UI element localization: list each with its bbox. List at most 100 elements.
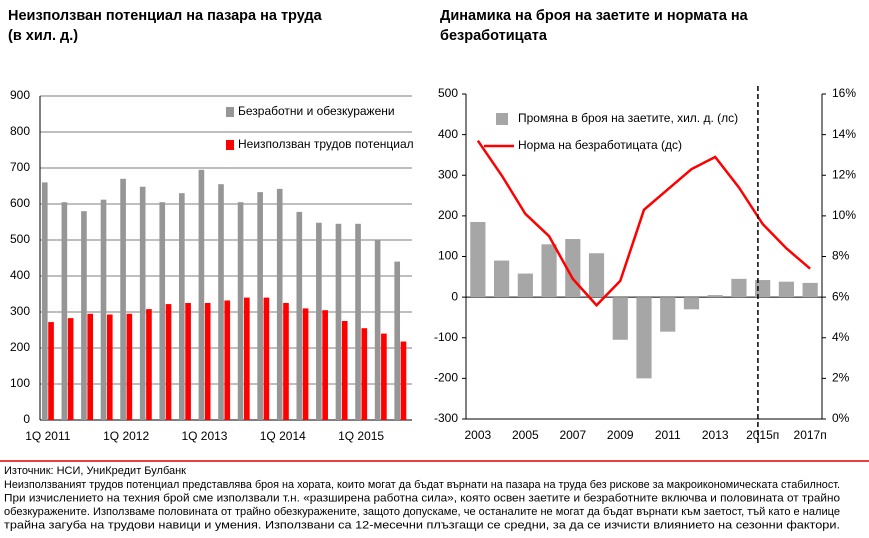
y-tick-label: -300 — [434, 411, 458, 425]
bar — [612, 297, 628, 340]
y-tick-label: 300 — [10, 304, 30, 318]
y-tick-label: 600 — [10, 196, 30, 210]
bar — [322, 310, 328, 420]
y-tick-label: 900 — [10, 88, 30, 102]
y2-tick-label: 0% — [832, 411, 850, 425]
x-tick-label: 2005 — [512, 428, 539, 442]
bar — [361, 328, 368, 420]
x-tick-label: 2015п — [746, 428, 779, 442]
y-tick-label: 0 — [451, 289, 458, 303]
y2-tick-label: 14% — [832, 127, 856, 141]
y-tick-label: -200 — [434, 371, 458, 385]
bar — [341, 321, 348, 420]
x-tick-label: 2003 — [465, 428, 492, 442]
y-tick-label: 0 — [23, 412, 30, 426]
bar — [400, 341, 407, 420]
bar — [296, 211, 303, 420]
bar — [381, 333, 387, 420]
x-tick-label: 2013 — [702, 428, 729, 442]
bar — [636, 297, 652, 379]
bar — [244, 297, 250, 420]
bar — [106, 314, 113, 420]
bar — [100, 199, 107, 420]
bar — [146, 309, 152, 420]
bar — [683, 297, 700, 310]
chart-title: Неизползван потенциал на пазара на труда — [8, 8, 323, 24]
bar — [276, 188, 283, 420]
bar — [355, 223, 361, 420]
bar — [283, 303, 289, 420]
y-tick-label: 100 — [438, 249, 458, 263]
x-tick-label: 1Q 2013 — [181, 429, 227, 443]
bar — [802, 282, 818, 298]
bar — [374, 240, 381, 420]
y2-tick-label: 16% — [832, 86, 856, 100]
legend-swatch — [226, 140, 234, 150]
legend-label: Безработни и обезкуражени — [238, 104, 395, 118]
bar — [81, 211, 87, 420]
legend-label: Промяна в броя на заетите, хил. д. (лс) — [518, 111, 738, 125]
legend-swatch — [226, 107, 234, 117]
x-tick-label: 2007 — [559, 428, 586, 442]
y-tick-label: 300 — [438, 167, 458, 181]
note-line: трайна загуба на трудови навици и умения… — [4, 519, 840, 531]
bar — [778, 281, 794, 298]
bar — [67, 318, 74, 420]
bar — [707, 295, 723, 298]
x-tick-label: 2009 — [607, 428, 634, 442]
bar — [41, 182, 48, 420]
y2-tick-label: 6% — [832, 289, 850, 303]
bar — [335, 223, 342, 420]
y-tick-label: 800 — [10, 124, 30, 138]
bar — [494, 260, 510, 298]
y-tick-label: 400 — [10, 268, 30, 282]
bar — [660, 297, 676, 332]
bar — [394, 261, 401, 420]
y-tick-label: 100 — [10, 376, 30, 390]
bar — [237, 202, 244, 420]
y-tick-label: 700 — [10, 160, 30, 174]
bar — [731, 278, 747, 298]
bar — [517, 273, 533, 298]
y-tick-label: 200 — [10, 340, 30, 354]
legend-swatch — [496, 113, 508, 125]
note-line: При изчислението на техния брой сме изпо… — [4, 492, 840, 504]
x-tick-label: 1Q 2011 — [25, 429, 70, 443]
bar — [87, 313, 94, 420]
bar — [316, 222, 322, 420]
y2-tick-label: 8% — [832, 249, 850, 263]
bar — [139, 186, 146, 420]
legend-label: Норма на безработицата (дс) — [518, 138, 682, 152]
x-tick-label: 2017п — [794, 428, 827, 442]
bar — [198, 169, 205, 420]
chart-title: Динамика на броя на заетите и нормата на — [440, 8, 749, 24]
bar — [204, 303, 211, 420]
source: Източник: НСИ, УниКредит Булбанк — [4, 465, 186, 477]
bar — [588, 253, 605, 298]
bar — [218, 184, 224, 420]
line — [476, 140, 811, 308]
y2-tick-label: 10% — [832, 208, 856, 222]
bar — [48, 322, 54, 420]
bar — [224, 300, 231, 420]
bar — [541, 244, 557, 298]
chart-subtitle: безработицата — [440, 28, 548, 44]
y-tick-label: 200 — [438, 208, 458, 222]
bar — [470, 221, 486, 298]
y-tick-label: -100 — [434, 330, 458, 344]
legend-label: Неизползван трудов потенциал — [238, 137, 414, 151]
x-tick-label: 1Q 2012 — [103, 429, 149, 443]
bar — [185, 303, 191, 420]
chart-subtitle: (в хил. д.) — [8, 28, 78, 44]
x-tick-label: 1Q 2014 — [260, 429, 306, 443]
bar — [179, 193, 185, 420]
bar — [257, 192, 263, 420]
y2-tick-label: 4% — [832, 330, 850, 344]
x-tick-label: 2011 — [655, 428, 681, 442]
bar — [120, 178, 126, 420]
y2-tick-label: 2% — [832, 371, 850, 385]
x-tick-label: 1Q 2015 — [338, 429, 384, 443]
note-line: Неизползваният трудов потенциал представ… — [4, 479, 840, 491]
y-tick-label: 500 — [438, 86, 458, 100]
